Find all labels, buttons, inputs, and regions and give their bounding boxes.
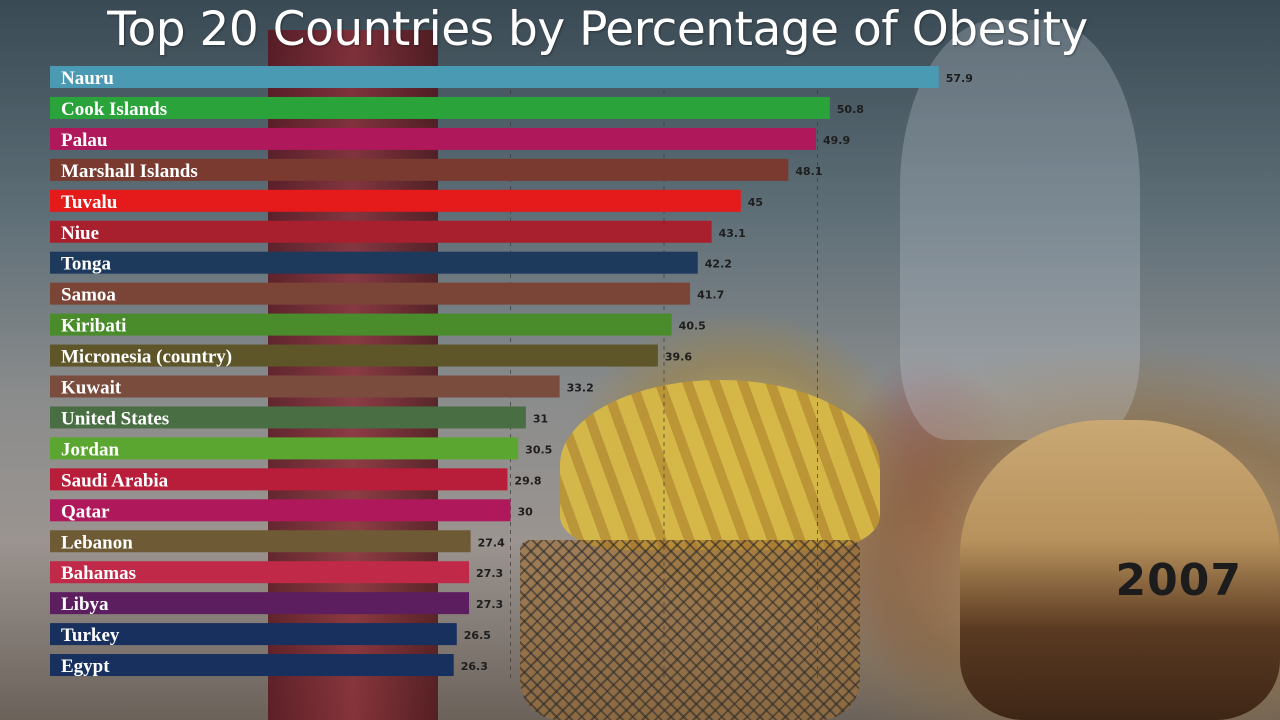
bar (50, 437, 519, 460)
category-label: Qatar (61, 501, 110, 522)
burger-shape (960, 420, 1280, 720)
bar (50, 127, 816, 150)
bar-row: Egypt 26.3 (50, 654, 488, 677)
category-label: Turkey (61, 625, 120, 646)
value-label: 27.4 (478, 536, 505, 549)
category-label: Egypt (61, 656, 110, 677)
bar (50, 220, 712, 243)
year-label: 2007 (1115, 555, 1242, 606)
value-label: 42.2 (705, 258, 732, 271)
value-label: 27.3 (476, 598, 503, 611)
category-label: Marshall Islands (61, 161, 198, 182)
bar-row: Qatar 30 (50, 499, 533, 522)
bar (50, 66, 939, 88)
bar-row: Marshall Islands 48.1 (50, 158, 822, 182)
bar (50, 623, 457, 646)
bar (50, 344, 658, 367)
value-label: 26.5 (464, 629, 491, 642)
bar (50, 375, 560, 398)
category-label: Bahamas (61, 563, 136, 584)
category-label: Palau (61, 130, 108, 151)
bar-row: Samoa 41.7 (50, 282, 724, 306)
value-label: 39.6 (665, 351, 692, 364)
bar-row: Libya 27.3 (50, 592, 503, 615)
bar-row: Nauru 57.9 (50, 66, 973, 89)
bar-row: Micronesia (country) 39.6 (50, 344, 692, 368)
category-label: Nauru (61, 68, 114, 89)
value-label: 33.2 (567, 382, 594, 395)
bar-row: Kuwait 33.2 (50, 375, 594, 399)
bar-row: Tonga 42.2 (50, 251, 732, 275)
bar-row: Palau 49.9 (50, 127, 850, 151)
bar-row: Saudi Arabia 29.8 (50, 468, 542, 491)
bar (50, 561, 470, 584)
category-label: Micronesia (country) (61, 347, 232, 368)
bar (50, 654, 454, 677)
category-label: Lebanon (61, 532, 133, 553)
category-label: Kiribati (61, 316, 126, 337)
value-label: 30.5 (525, 443, 552, 456)
bar-row: Lebanon 27.4 (50, 530, 505, 553)
category-label: Jordan (61, 439, 120, 460)
bar (50, 251, 698, 274)
category-label: Tonga (61, 254, 111, 275)
basket-shape (520, 540, 860, 720)
value-label: 48.1 (795, 165, 822, 178)
bar-row: United States 31 (50, 406, 548, 429)
value-label: 27.3 (476, 567, 503, 580)
bar (50, 406, 526, 429)
bar (50, 158, 789, 181)
value-label: 30 (518, 505, 534, 518)
value-label: 50.8 (837, 103, 864, 116)
bar-row: Turkey 26.5 (50, 623, 491, 646)
category-label: Cook Islands (61, 99, 167, 120)
value-label: 57.9 (946, 72, 973, 85)
category-label: Saudi Arabia (61, 470, 169, 491)
category-label: Kuwait (61, 378, 122, 399)
bar (50, 189, 741, 212)
bar-row: Cook Islands 50.8 (50, 96, 864, 120)
category-label: United States (61, 408, 169, 429)
bar (50, 313, 672, 336)
bar-row: Kiribati 40.5 (50, 313, 706, 337)
glass-shape (900, 20, 1140, 440)
bar (50, 96, 830, 119)
value-label: 40.5 (679, 320, 706, 333)
category-label: Samoa (61, 285, 116, 306)
bar-row: Jordan 30.5 (50, 437, 552, 460)
bar (50, 499, 511, 522)
value-label: 26.3 (461, 660, 488, 673)
fries-shape (560, 380, 880, 550)
value-label: 29.8 (514, 474, 541, 487)
bar (50, 530, 471, 553)
category-label: Tuvalu (61, 192, 118, 213)
value-label: 43.1 (719, 227, 746, 240)
value-label: 41.7 (697, 289, 724, 302)
value-label: 31 (533, 412, 548, 425)
bar-row: Tuvalu 45 (50, 189, 763, 213)
bar-row: Niue 43.1 (50, 220, 746, 244)
category-label: Libya (61, 594, 109, 615)
category-label: Niue (61, 223, 99, 244)
value-label: 49.9 (823, 134, 850, 147)
bar (50, 282, 691, 305)
gridlines (510, 66, 818, 680)
bar-row: Bahamas 27.3 (50, 561, 503, 584)
chart-title: Top 20 Countries by Percentage of Obesit… (107, 2, 1088, 57)
bar (50, 592, 470, 615)
value-label: 45 (748, 196, 763, 209)
bar (50, 468, 508, 491)
